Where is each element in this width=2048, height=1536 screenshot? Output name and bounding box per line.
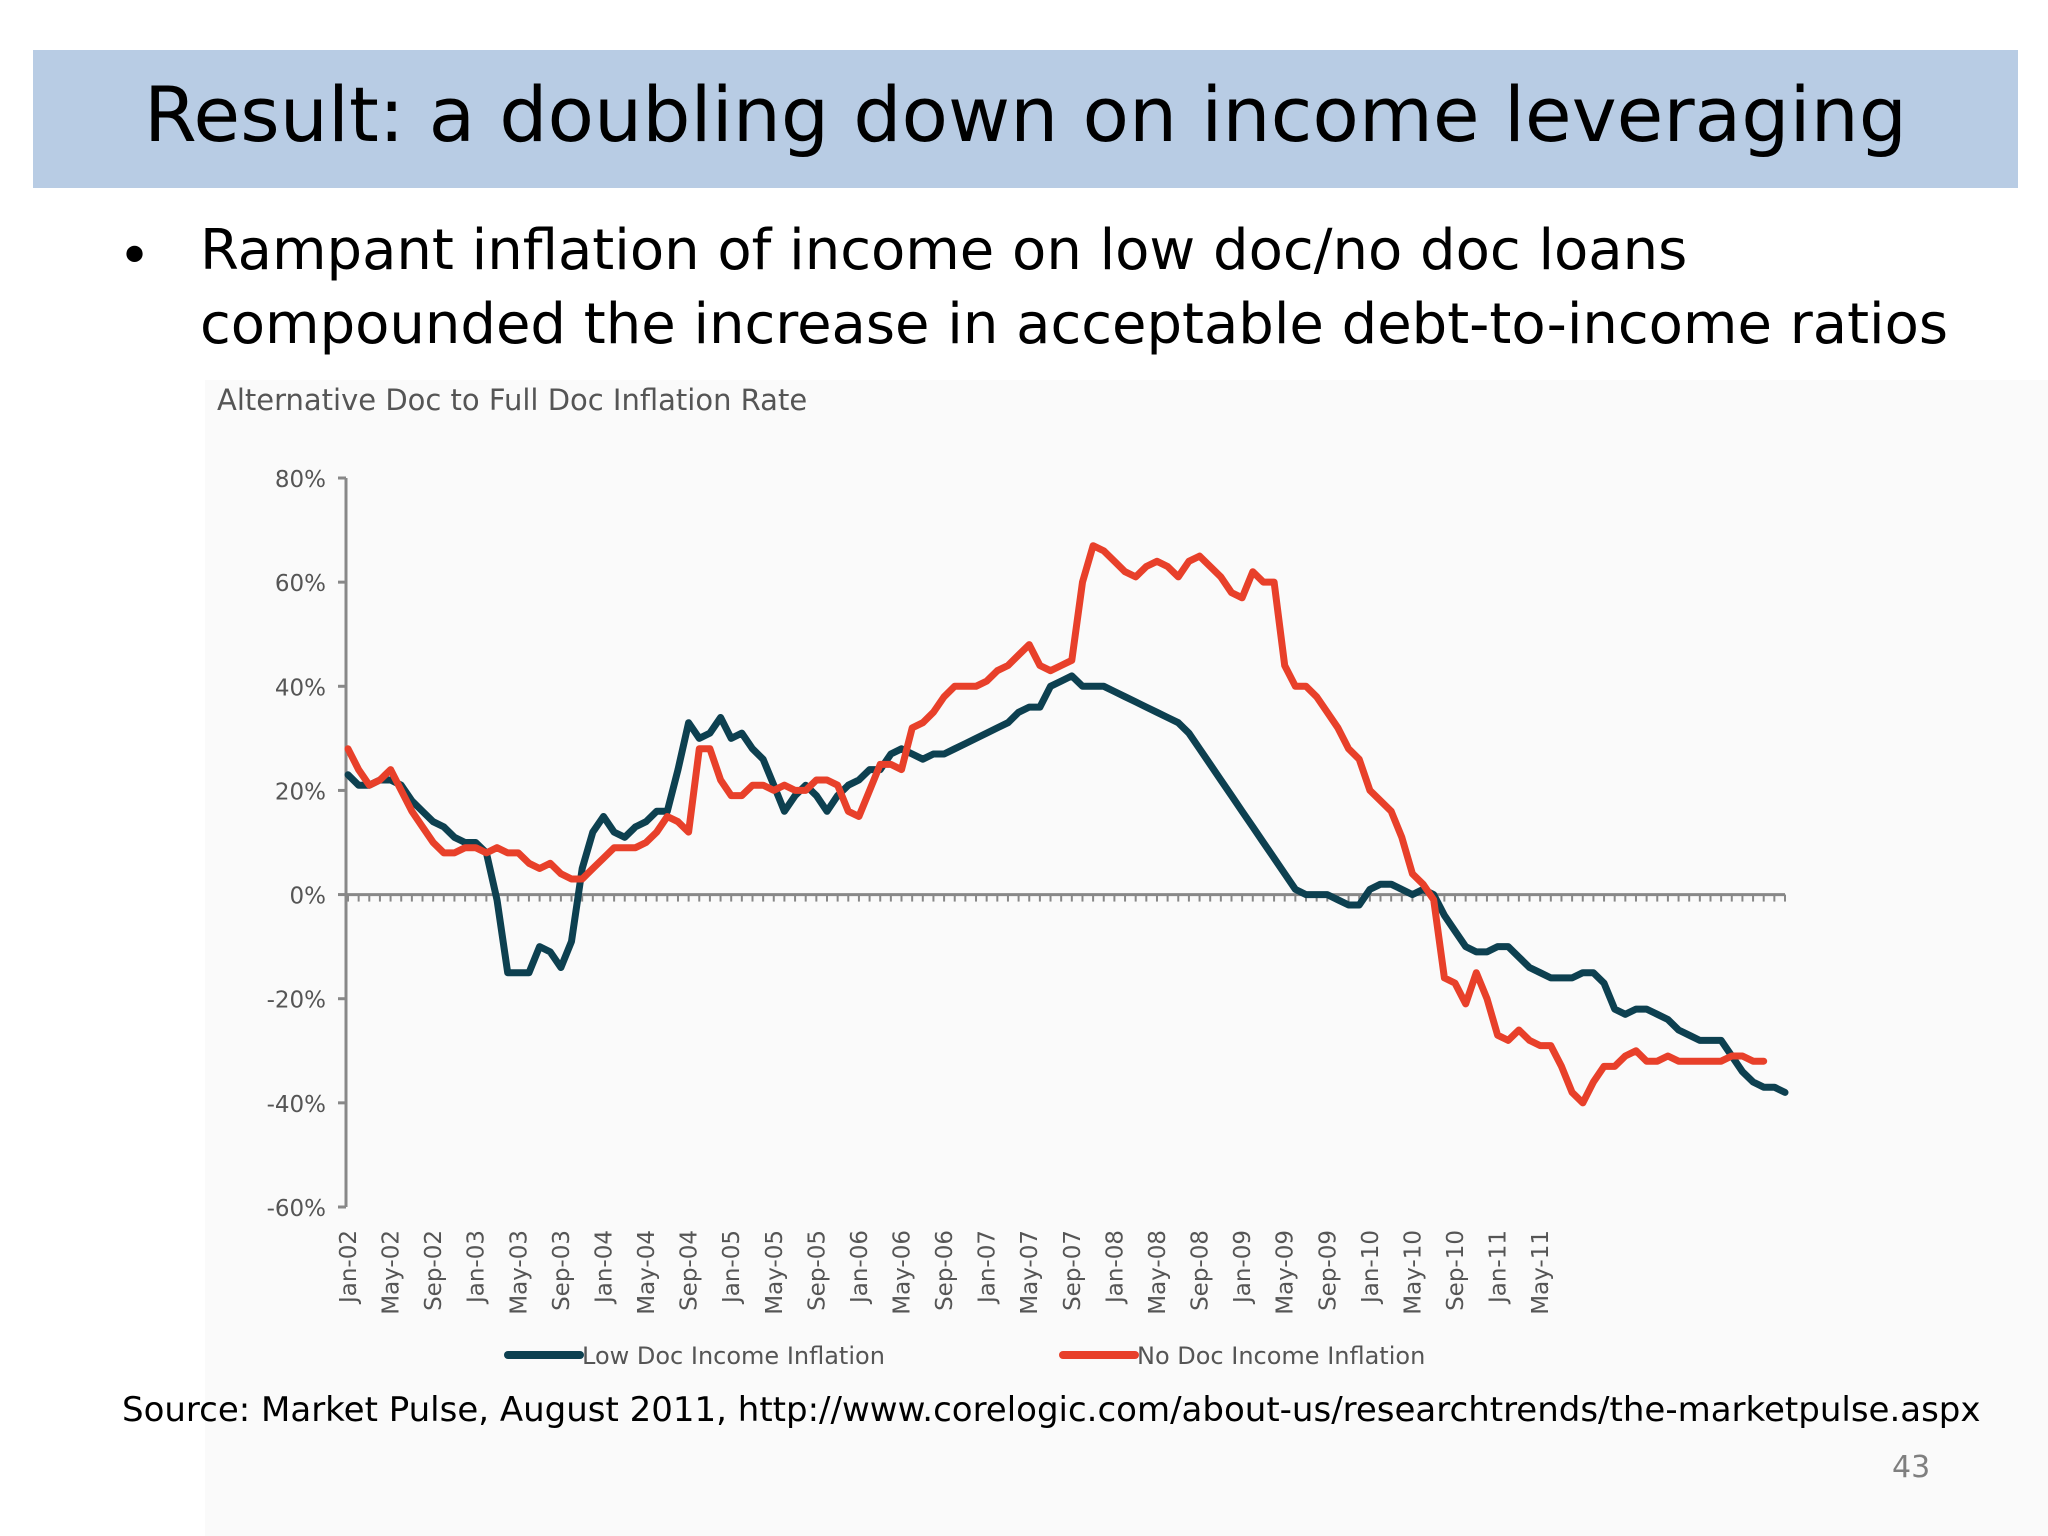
source-citation: Source: Market Pulse, August 2011, http:… [122,1390,1981,1430]
x-tick-label: Jan-10 [1358,1230,1384,1305]
x-tick-label: Jan-11 [1486,1230,1512,1305]
x-tick-label: May-08 [1145,1230,1171,1315]
x-tick-label: May-02 [379,1230,405,1315]
bullet-marker: • [118,224,152,289]
x-tick-label: Sep-02 [421,1230,447,1311]
page-number: 43 [1892,1450,1931,1485]
x-tick-label: May-03 [506,1230,532,1315]
y-tick-label: -60% [267,1196,326,1222]
x-tick-label: Jan-06 [847,1230,873,1305]
x-tick-label: May-06 [890,1230,916,1315]
y-tick-label: 80% [275,467,326,493]
chart-legend: Low Doc Income Inflation No Doc Income In… [504,1342,1425,1370]
x-tick-label: May-07 [1017,1230,1043,1315]
y-tick-label: 20% [275,779,326,805]
x-tick-label: Sep-08 [1188,1230,1214,1311]
bullet-line-1: Rampant inflation of income on low doc/n… [200,218,1688,283]
x-axis-ticks: Jan-02 May-02 Sep-02 Jan-03 May-03 Sep-03 Jan-… [336,1230,1554,1315]
title-bar: Result: a doubling down on income levera… [33,50,2018,188]
x-tick-label: May-11 [1528,1230,1554,1315]
x-tick-label: Sep-09 [1315,1230,1341,1311]
x-tick-label: Sep-05 [804,1230,830,1311]
slide-title: Result: a doubling down on income levera… [143,70,1908,159]
chart-axes [344,478,1786,1207]
x-tick-label: Jan-07 [975,1230,1001,1305]
series-line [344,672,1789,1096]
y-tick-label: -40% [267,1092,326,1118]
x-tick-label: May-09 [1273,1230,1299,1315]
x-tick-label: Sep-06 [932,1230,958,1311]
legend-label: Low Doc Income Inflation [582,1342,885,1370]
x-tick-label: May-10 [1400,1230,1426,1315]
x-tick-label: Sep-07 [1060,1230,1086,1311]
x-tick-label: Jan-05 [719,1230,745,1305]
legend-label: No Doc Income Inflation [1137,1342,1425,1370]
chart-title: Alternative Doc to Full Doc Inflation Ra… [217,383,807,417]
y-tick-label: 40% [275,675,326,701]
x-tick-label: Jan-08 [1102,1230,1128,1305]
x-tick-label: Sep-04 [677,1230,703,1311]
x-tick-label: Jan-04 [591,1230,617,1305]
x-tick-label: Jan-02 [336,1230,362,1305]
chart-series [344,542,1789,1107]
y-tick-label: 60% [275,571,326,597]
x-tick-label: Jan-09 [1230,1230,1256,1305]
x-tick-label: May-04 [634,1230,660,1315]
x-tick-label: Sep-10 [1443,1230,1469,1311]
y-tick-label: -20% [267,988,326,1014]
x-tick-label: Sep-03 [549,1230,575,1311]
y-tick-label: 0% [290,884,327,910]
bullet-text: Rampant inflation of income on low doc/n… [200,214,2000,362]
x-tick-label: May-05 [762,1230,788,1315]
y-axis-ticks: 80% 60% 40% 20% 0% -20% -40% -60% [267,467,346,1222]
series-line [344,542,1768,1107]
bullet-line-2: compounded the increase in acceptable de… [200,292,1949,357]
x-tick-label: Jan-03 [464,1230,490,1305]
